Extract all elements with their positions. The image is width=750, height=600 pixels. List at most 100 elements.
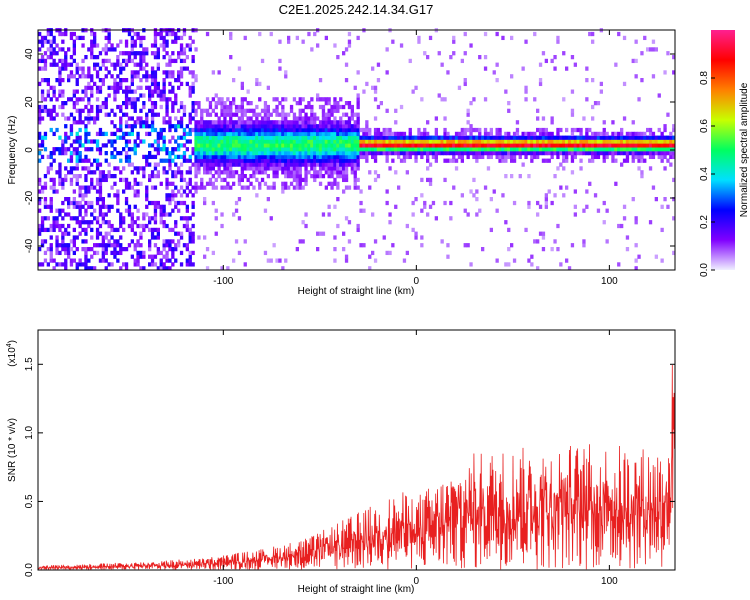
spectrogram-cell [130, 97, 134, 102]
spectrogram-cell [289, 143, 294, 148]
spectrogram-cell [570, 139, 575, 144]
spectrogram-cell [333, 247, 337, 252]
spectrogram-cell [556, 39, 560, 44]
spectrogram-cell [49, 177, 53, 183]
spectrogram-cell [81, 66, 85, 71]
spectrogram-cell [301, 158, 305, 163]
spectrogram-cell [353, 174, 357, 179]
spectrogram-cell [162, 247, 166, 252]
spectrogram-cell [663, 139, 667, 144]
spectrogram-cell [284, 127, 288, 133]
spectrogram-cell [148, 220, 152, 225]
spectrogram-cell [292, 147, 297, 152]
spectrogram-cell [165, 31, 169, 37]
spectrogram-cell [307, 154, 311, 160]
spectrogram-cell [40, 223, 45, 229]
spectrogram-cell [220, 131, 224, 137]
spectrogram-cell [298, 151, 302, 156]
spectrogram-cell [420, 235, 424, 240]
spectrogram-cell [226, 143, 230, 148]
spectrogram-cell [95, 143, 100, 148]
spectrogram-cell [185, 204, 189, 209]
spectrogram-cell [269, 120, 273, 125]
spectrogram-cell [373, 97, 378, 102]
spectrogram-cell [281, 266, 285, 271]
spectrogram-cell [130, 43, 134, 48]
spectrogram-cell [507, 147, 511, 152]
spectrogram-cell [454, 139, 459, 144]
spectrogram-cell [211, 127, 215, 133]
spectrogram-cell [333, 181, 337, 186]
spectrogram-cell [156, 235, 160, 240]
spectrogram-cell [217, 174, 221, 179]
spectrogram-cell [385, 158, 389, 163]
spectrogram-cell [356, 147, 360, 152]
spectrogram-cell [573, 143, 577, 148]
spectrogram-cell [119, 266, 123, 271]
spectrogram-cell [562, 158, 566, 163]
spectrogram-cell [58, 262, 62, 267]
spectrogram-cell [486, 147, 491, 152]
spectrogram-cell [556, 223, 560, 229]
spectrogram-cell [596, 147, 601, 152]
spectrogram-cell [64, 139, 68, 144]
spectrogram-cell [104, 258, 108, 263]
spectrogram-cell [136, 262, 140, 267]
spectrogram-cell [318, 158, 323, 163]
spectrogram-cell [336, 124, 340, 129]
spectrogram-cell [266, 85, 270, 90]
spectrogram-cell [64, 66, 68, 71]
spectrogram-cell [501, 193, 505, 198]
spectrogram-cell [385, 139, 389, 144]
spectrogram-cell [171, 227, 175, 233]
spectrogram-cell [538, 127, 543, 133]
spectrogram-cell [255, 170, 259, 175]
spectrogram-cell [153, 51, 158, 56]
spectrogram-cell [249, 131, 253, 137]
spectrogram-cell [651, 47, 656, 52]
spectrogram-cell [371, 154, 375, 160]
spectrogram-cell [301, 239, 305, 244]
spectrogram-cell [339, 174, 343, 179]
spectrogram-cell [640, 147, 644, 152]
spectrogram-cell [533, 143, 537, 148]
spectrogram-cell [84, 104, 88, 110]
spectrogram-cell [223, 151, 227, 156]
spectrogram-cell [52, 85, 56, 90]
spectrogram-cell [142, 120, 146, 125]
spectrogram-cell [501, 158, 505, 163]
spectrogram-cell [197, 235, 201, 240]
spectrogram-cell [298, 239, 302, 244]
spectrogram-cell [275, 158, 279, 163]
spectrogram-cell [466, 108, 470, 113]
spectrogram-cell [304, 158, 308, 163]
spectrogram-cell [567, 266, 572, 271]
spectrogram-cell [95, 189, 100, 194]
spectrogram-cell [266, 120, 270, 125]
spectrogram-cell [541, 135, 546, 140]
spectrogram-cell [295, 135, 299, 140]
spectrogram-cell [350, 131, 354, 137]
spectrogram-cell [591, 147, 595, 152]
spectrogram-cell [98, 51, 103, 56]
spectrogram-cell [602, 151, 606, 156]
spectrogram-cell [110, 154, 114, 160]
spectrogram-cell [521, 131, 525, 137]
spectrogram-cell [304, 212, 308, 217]
spectrogram-cell [339, 131, 343, 137]
spectrogram-cell [38, 197, 42, 202]
spectrogram-cell [229, 108, 233, 113]
spectrogram-cell [139, 250, 143, 256]
spectrogram-cell [75, 200, 79, 206]
spectrogram-cell [327, 154, 331, 160]
spectrogram-cell [307, 135, 311, 140]
y-tick-label: 0.5 [24, 494, 35, 508]
spectrogram-cell [260, 154, 265, 160]
spectrogram-cell [211, 147, 215, 152]
spectrogram-cell [292, 116, 297, 121]
spectrogram-cell [165, 177, 169, 183]
spectrogram-cell [411, 147, 415, 152]
spectrogram-cell [69, 170, 74, 175]
spectrogram-cell [179, 143, 184, 148]
spectrogram-cell [362, 154, 366, 160]
